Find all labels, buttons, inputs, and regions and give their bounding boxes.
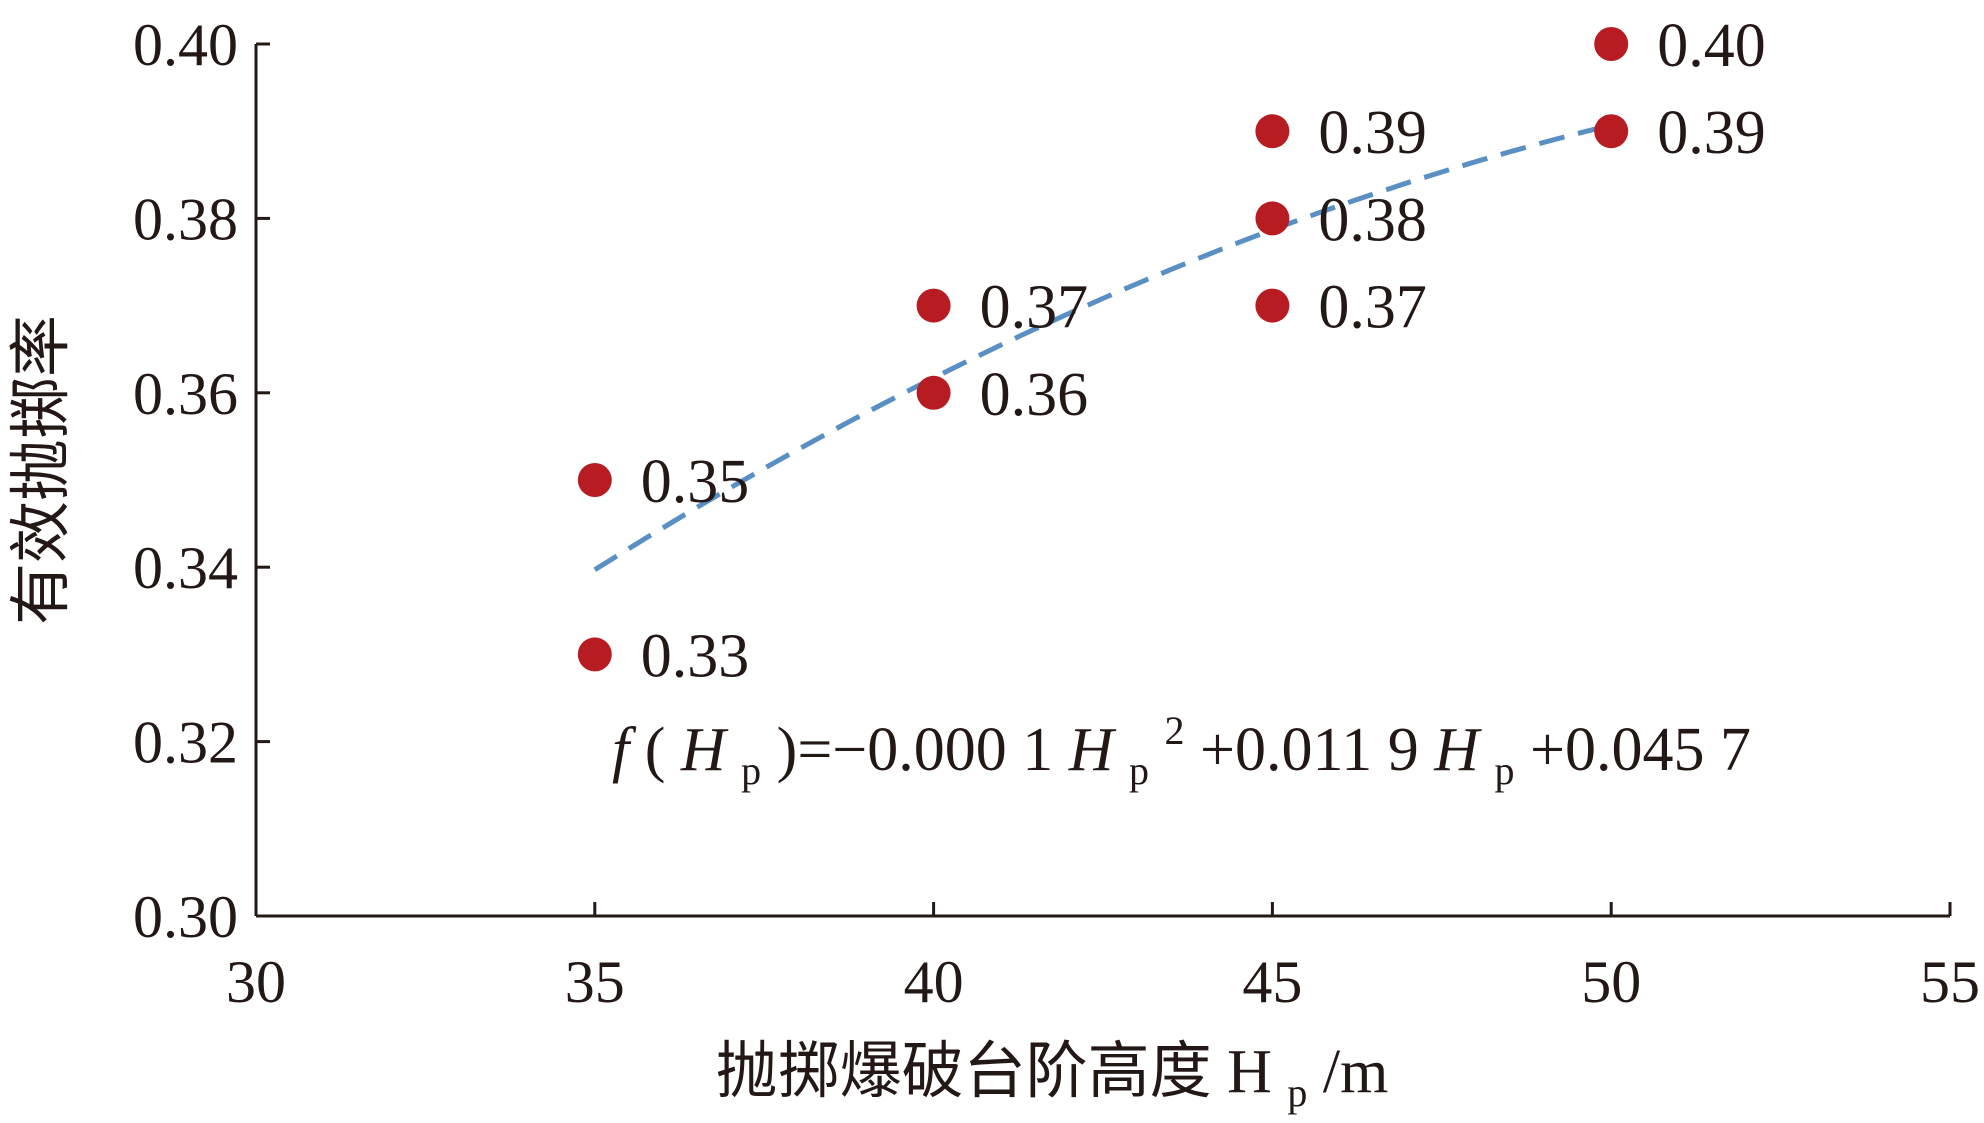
- data-point: [1594, 114, 1629, 149]
- data-point: [1255, 114, 1290, 149]
- fit-curve: [593, 122, 1612, 572]
- eq-sub-3: p: [1494, 748, 1514, 793]
- x-tick-label: 35: [565, 949, 625, 1015]
- eq-f: f: [612, 716, 637, 784]
- eq-mid1: )=−0.000 1: [777, 716, 1054, 784]
- eq-end: +0.045 7: [1530, 716, 1751, 784]
- eq-var-2: H: [1068, 716, 1117, 784]
- x-axis-title-unit: /m: [1323, 1038, 1388, 1106]
- data-label: 0.39: [1657, 99, 1766, 167]
- data-point: [1255, 201, 1290, 236]
- eq-var-1: H: [680, 716, 729, 784]
- data-point: [577, 463, 612, 497]
- data-point: [1594, 27, 1629, 61]
- eq-mid2: +0.011 9: [1200, 716, 1419, 784]
- y-tick-label: 0.34: [133, 535, 238, 601]
- data-point: [916, 375, 951, 410]
- y-tick-label: 0.38: [133, 186, 238, 252]
- x-tick-label: 55: [1920, 949, 1980, 1015]
- data-point: [1255, 288, 1290, 323]
- x-axis-title-var: H: [1227, 1038, 1272, 1106]
- x-tick-label: 30: [226, 949, 286, 1015]
- data-label: 0.36: [980, 361, 1089, 429]
- data-label: 0.40: [1657, 12, 1766, 80]
- data-labels-layer: 0.35 0.33 0.37 0.36 0.39 0.38 0.37 0.40 0.39: [641, 12, 1766, 690]
- fit-equation: f ( H p )=−0.000 1 H p 2 +0.011 9 H p +0…: [612, 690, 1751, 798]
- data-label: 0.37: [1318, 274, 1427, 342]
- eq-var-3: H: [1433, 716, 1482, 784]
- eq-sup: 2: [1165, 708, 1185, 753]
- x-tick-label: 50: [1581, 949, 1641, 1015]
- y-tick-label: 0.32: [133, 710, 238, 776]
- y-axis-title: 有效抛掷率: [8, 315, 76, 625]
- y-tick-label: 0.30: [133, 884, 238, 950]
- data-point: [577, 637, 612, 672]
- x-axis-title-main: 抛掷爆破台阶高度: [716, 1038, 1212, 1106]
- eq-sub-1: p: [741, 748, 761, 793]
- data-label: 0.38: [1318, 186, 1427, 254]
- y-tick-label: 0.36: [133, 361, 238, 427]
- x-axis-title: 抛掷爆破台阶高度 H p /m: [716, 1038, 1389, 1120]
- data-label: 0.35: [641, 448, 750, 516]
- data-point: [916, 288, 951, 323]
- data-label: 0.37: [980, 274, 1089, 342]
- x-tick-label: 40: [904, 949, 964, 1015]
- data-label: 0.33: [641, 622, 750, 690]
- points-layer: [577, 27, 1629, 672]
- fit-curve-layer: [593, 122, 1612, 572]
- eq-open: (: [645, 716, 666, 784]
- x-tick-label: 45: [1242, 949, 1302, 1015]
- axes: 30 35 40 45 50 55 0.30 0.32 0.34 0.36 0.38 0.40: [133, 12, 1980, 1015]
- data-label: 0.39: [1318, 99, 1427, 167]
- y-tick-label: 0.40: [133, 12, 238, 78]
- x-axis-title-sub: p: [1287, 1070, 1307, 1115]
- eq-sub-2: p: [1129, 748, 1149, 793]
